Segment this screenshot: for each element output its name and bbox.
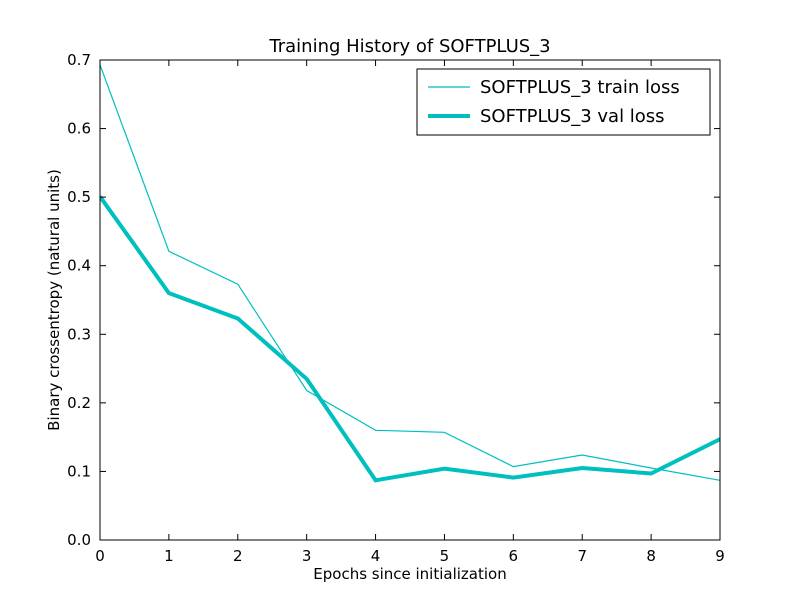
x-axis-ticks: 0 1 2 3 4 5 6 7 8 9 bbox=[95, 60, 725, 565]
x-tick-label: 3 bbox=[302, 547, 312, 565]
y-axis-title: Binary crossentropy (natural units) bbox=[45, 169, 63, 431]
series-line-val-loss bbox=[100, 195, 720, 483]
y-tick-label: 0.2 bbox=[67, 394, 91, 412]
legend-label-train-loss: SOFTPLUS_3 train loss bbox=[480, 77, 680, 98]
x-tick-label: 9 bbox=[715, 547, 725, 565]
x-axis-title: Epochs since initialization bbox=[313, 565, 506, 583]
y-tick-label: 0.7 bbox=[67, 51, 91, 69]
plot-lines bbox=[100, 64, 720, 483]
y-tick-label: 0.5 bbox=[67, 188, 91, 206]
legend-label-val-loss: SOFTPLUS_3 val loss bbox=[480, 106, 665, 127]
legend: SOFTPLUS_3 train loss SOFTPLUS_3 val loss bbox=[416, 68, 711, 136]
plot-area-frame bbox=[99, 59, 721, 541]
x-tick-label: 7 bbox=[577, 547, 587, 565]
x-tick-label: 6 bbox=[509, 547, 519, 565]
y-tick-label: 0.6 bbox=[67, 120, 91, 138]
y-tick-label: 0.4 bbox=[67, 257, 91, 275]
x-tick-label: 1 bbox=[164, 547, 174, 565]
y-axis-ticks: 0.0 0.1 0.2 0.3 0.4 0.5 0.6 0.7 bbox=[67, 51, 720, 549]
y-tick-label: 0.3 bbox=[67, 325, 91, 343]
legend-box bbox=[416, 68, 711, 136]
x-tick-label: 8 bbox=[646, 547, 656, 565]
chart-title: Training History of SOFTPLUS_3 bbox=[268, 36, 550, 57]
x-tick-label: 4 bbox=[371, 547, 381, 565]
y-tick-label: 0.1 bbox=[67, 462, 91, 480]
y-tick-label: 0.0 bbox=[67, 531, 91, 549]
x-tick-label: 5 bbox=[440, 547, 450, 565]
x-tick-label: 0 bbox=[95, 547, 105, 565]
series-line-train-loss bbox=[100, 64, 720, 481]
x-tick-label: 2 bbox=[233, 547, 243, 565]
